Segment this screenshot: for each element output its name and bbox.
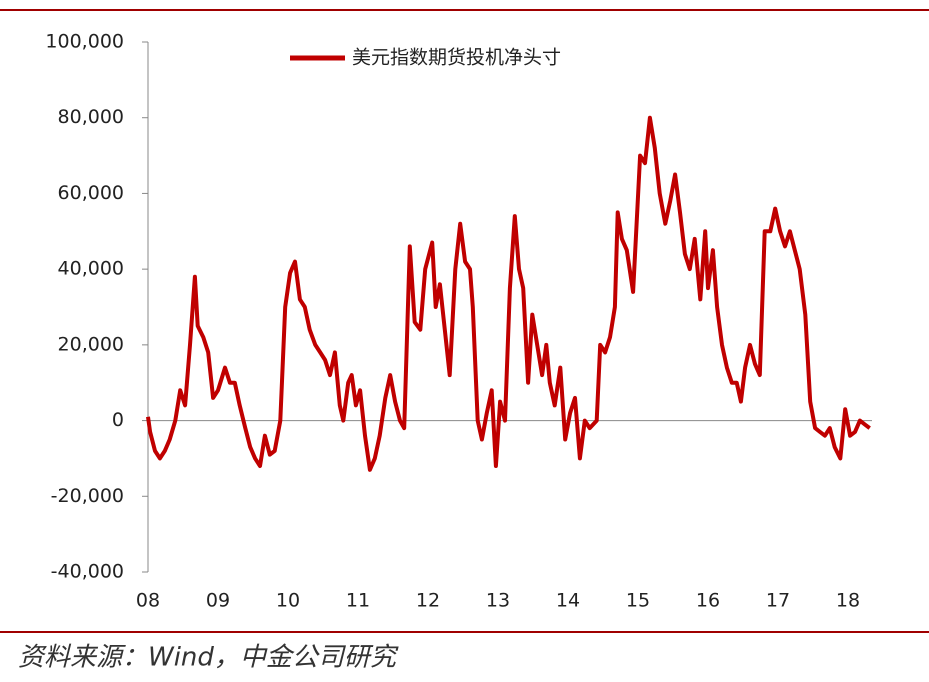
legend-label: 美元指数期货投机净头寸 [352, 47, 561, 69]
y-tick-label: 60,000 [58, 182, 124, 204]
y-tick-label: -20,000 [51, 485, 124, 507]
x-tick-label: 15 [626, 590, 650, 612]
x-tick-label: 08 [136, 590, 160, 612]
source-note: 资料来源：Wind，中金公司研究 [18, 643, 399, 673]
x-tick-label: 18 [836, 590, 860, 612]
x-tick-label: 17 [766, 590, 790, 612]
y-tick-label: 0 [112, 409, 124, 431]
x-tick-label: 09 [206, 590, 230, 612]
x-tick-label: 10 [276, 590, 300, 612]
x-tick-label: 13 [486, 590, 510, 612]
y-tick-label: 80,000 [58, 106, 124, 128]
y-tick-label: -40,000 [51, 561, 124, 583]
data-line [146, 115, 871, 472]
y-tick-label: 100,000 [45, 31, 124, 53]
x-tick-label: 16 [696, 590, 720, 612]
x-tick-label: 11 [346, 590, 370, 612]
x-tick-label: 14 [556, 590, 580, 612]
y-tick-label: 20,000 [58, 333, 124, 355]
y-tick-label: 40,000 [58, 258, 124, 280]
x-tick-label: 12 [416, 590, 440, 612]
